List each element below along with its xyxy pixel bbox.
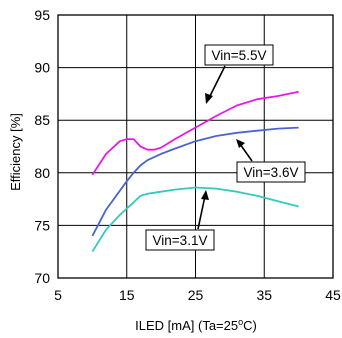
y-tick-label: 95: [34, 7, 50, 23]
annotation-box: [145, 229, 215, 251]
annotation-box: [204, 44, 274, 66]
annotation-text: Vin=3.1V: [153, 233, 208, 248]
tick-labels: 5 15 25 35 45 70 75 80 85 90 95: [34, 7, 341, 303]
x-tick-label: 5: [54, 287, 62, 303]
y-tick-label: 75: [34, 217, 50, 233]
annotation-vin-3-1v: Vin=3.1V: [145, 190, 215, 251]
annotation-text: Vin=3.6V: [244, 165, 299, 180]
x-tick-label: 25: [188, 287, 204, 303]
y-tick-label: 70: [34, 270, 50, 286]
y-tick-label: 80: [34, 165, 50, 181]
arrow-head: [201, 190, 209, 200]
x-axis-label: ILED [mA] (Ta=25oC): [135, 317, 257, 333]
series-line-vin-3-1v: [91, 186, 299, 253]
annotation-vin-3-6v: Vin=3.6V: [236, 139, 306, 183]
series-layer: [91, 90, 299, 253]
arrow-head: [205, 93, 213, 104]
annotation-vin-5-5v: Vin=5.5V: [204, 44, 274, 104]
x-tick-label: 15: [119, 287, 135, 303]
series-line-vin-3-6v: [91, 126, 299, 237]
plot-frame: [57, 14, 334, 279]
x-axis-label-main: ILED [mA] (Ta=25: [135, 318, 238, 333]
annotation-arrow: [207, 65, 226, 101]
series-line-vin-5-5v: [91, 90, 299, 176]
x-tick-label: 35: [256, 287, 272, 303]
arrow-head: [236, 139, 245, 148]
y-axis-label: Efficiency [%]: [8, 113, 23, 191]
x-tick-label: 45: [325, 287, 341, 303]
x-axis-label-degree: o: [238, 317, 243, 327]
x-axis-label-unit: C): [243, 318, 257, 333]
annotation-arrow: [239, 143, 253, 162]
annotation-arrow: [197, 195, 206, 230]
annotation-text: Vin=5.5V: [212, 48, 267, 63]
y-tick-label: 90: [34, 60, 50, 76]
y-tick-label: 85: [34, 112, 50, 128]
annotation-box: [236, 161, 306, 183]
